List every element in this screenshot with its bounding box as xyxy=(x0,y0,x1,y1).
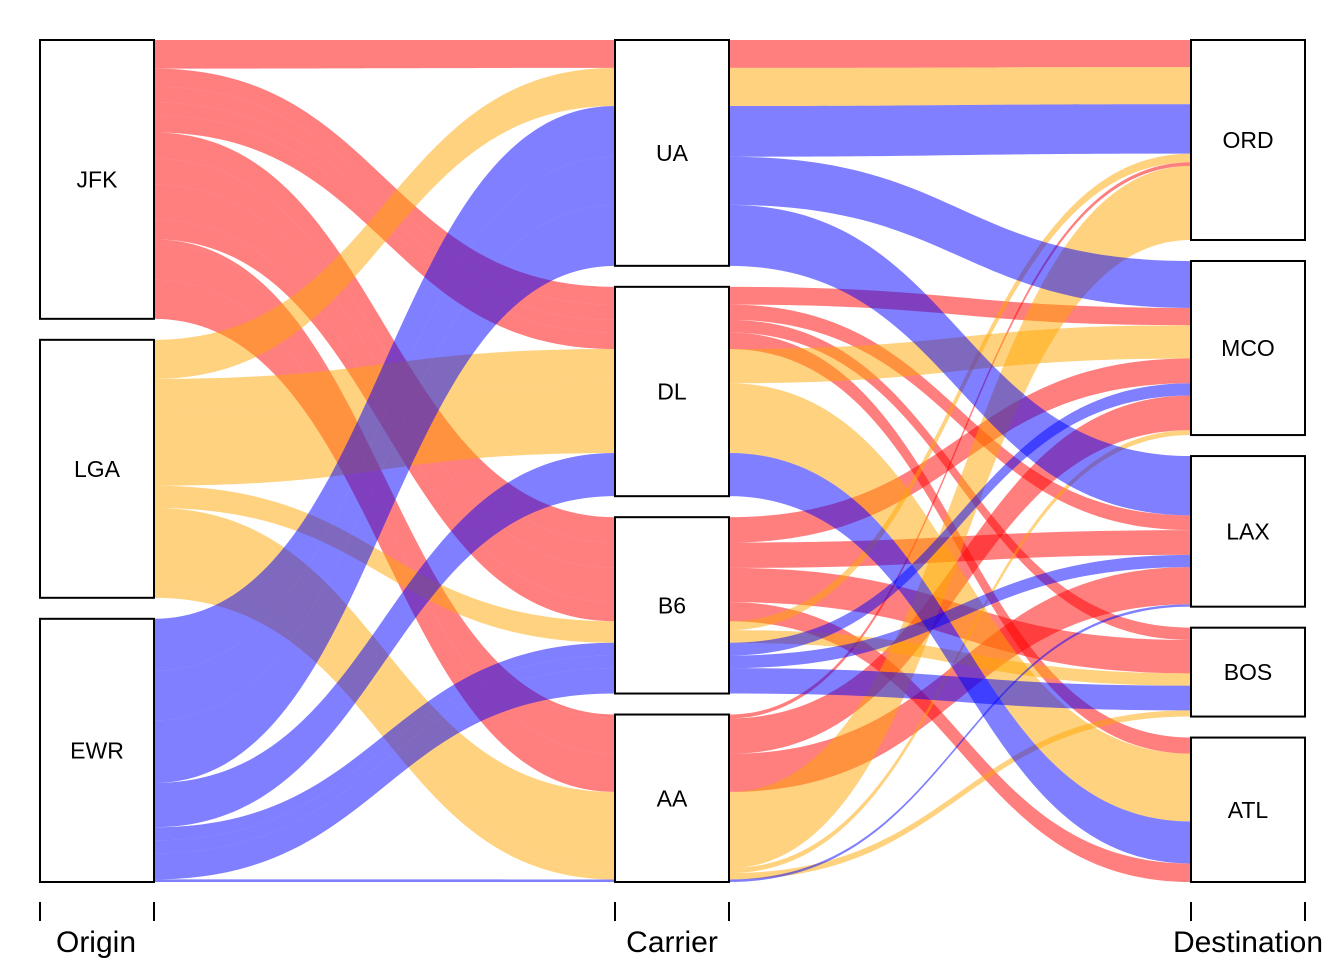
stratum-label-ua: UA xyxy=(656,140,689,166)
stratum-dl xyxy=(614,285,730,498)
stratum-label-aa: AA xyxy=(657,785,688,811)
stratum-lax xyxy=(1190,455,1306,608)
flow-ewr-ua-lax-seg2 xyxy=(729,204,1191,516)
flow-jfk-aa-lax-seg1 xyxy=(154,279,615,792)
flow-jfk-aa-ord-seg2 xyxy=(729,162,1191,719)
stratum-ua xyxy=(614,39,730,267)
flow-ewr-dl-atl-seg1 xyxy=(154,453,615,828)
flow-ewr-aa-lax-seg2 xyxy=(729,604,1191,882)
flow-ewr-ua-mco-seg1 xyxy=(154,156,615,721)
stratum-mco xyxy=(1190,259,1306,437)
stratum-label-lga: LGA xyxy=(74,456,121,482)
stratum-lga xyxy=(39,338,155,599)
flow-lga-aa-bos-seg2 xyxy=(729,710,1191,880)
flow-jfk-dl-mco-seg2 xyxy=(729,286,1191,326)
flow-lga-b6-ord-seg2 xyxy=(729,153,1191,631)
flow-layer xyxy=(154,40,1191,882)
flow-jfk-b6-mco-seg1 xyxy=(154,132,615,543)
flow-jfk-b6-mco-seg2 xyxy=(729,358,1191,543)
stratum-label-ord: ORD xyxy=(1222,127,1273,153)
flow-ewr-ua-lax-seg1 xyxy=(154,204,615,783)
stratum-layer: JFK LGA EWR UA DL B6 AA ORD MCO LAX BOS ATL xyxy=(39,39,1306,884)
flow-ewr-b6-lax-seg2 xyxy=(729,554,1191,669)
axis-label-origin: Origin xyxy=(56,926,136,959)
axis-label-carrier: Carrier xyxy=(626,926,718,959)
stratum-bos xyxy=(1190,626,1306,718)
flow-ewr-ua-ord-seg2 xyxy=(729,104,1191,157)
stratum-jfk xyxy=(39,39,155,320)
stratum-label-b6: B6 xyxy=(658,592,686,618)
stratum-b6 xyxy=(614,516,730,695)
stratum-label-dl: DL xyxy=(657,379,687,405)
axis-label-destination: Destination xyxy=(1173,926,1323,959)
stratum-ewr xyxy=(39,617,155,883)
flow-lga-b6-bos-seg1 xyxy=(154,494,615,643)
flow-jfk-ua-ord-seg1 xyxy=(154,40,615,69)
stratum-label-mco: MCO xyxy=(1221,335,1275,361)
flow-jfk-dl-lax-seg1 xyxy=(154,86,615,320)
stratum-label-atl: ATL xyxy=(1228,797,1269,823)
flow-ewr-b6-lax-seg1 xyxy=(154,655,615,854)
flow-lga-b6-ord-seg1 xyxy=(154,485,615,631)
flow-lga-ua-ord-seg2 xyxy=(729,67,1191,106)
flow-ewr-dl-atl-seg2 xyxy=(729,453,1191,864)
flow-ewr-aa-lax-seg1 xyxy=(154,879,615,882)
flow-ewr-b6-mco-seg2 xyxy=(729,383,1191,656)
stratum-label-lax: LAX xyxy=(1226,518,1269,544)
stratum-label-jfk: JFK xyxy=(77,166,119,192)
flow-jfk-ua-ord-seg2 xyxy=(729,40,1191,68)
flow-lga-ua-ord-seg1 xyxy=(154,67,615,379)
flow-ewr-ua-ord-seg1 xyxy=(154,105,615,671)
flow-jfk-dl-lax-seg2 xyxy=(729,304,1191,531)
flow-ewr-b6-bos-seg1 xyxy=(154,668,615,880)
stratum-atl xyxy=(1190,736,1306,883)
flow-ewr-ua-mco-seg2 xyxy=(729,156,1191,308)
flow-lga-dl-atl-seg2 xyxy=(729,383,1191,822)
flow-ewr-b6-mco-seg1 xyxy=(154,642,615,841)
flow-jfk-dl-mco-seg1 xyxy=(154,68,615,305)
axis-layer: Origin Carrier Destination xyxy=(39,902,1323,959)
flow-ewr-b6-bos-seg2 xyxy=(729,668,1191,711)
stratum-aa xyxy=(614,713,730,884)
flow-lga-aa-mco-seg1 xyxy=(154,586,615,874)
stratum-label-bos: BOS xyxy=(1224,659,1273,685)
stratum-label-ewr: EWR xyxy=(70,737,124,763)
stratum-ord xyxy=(1190,39,1306,241)
